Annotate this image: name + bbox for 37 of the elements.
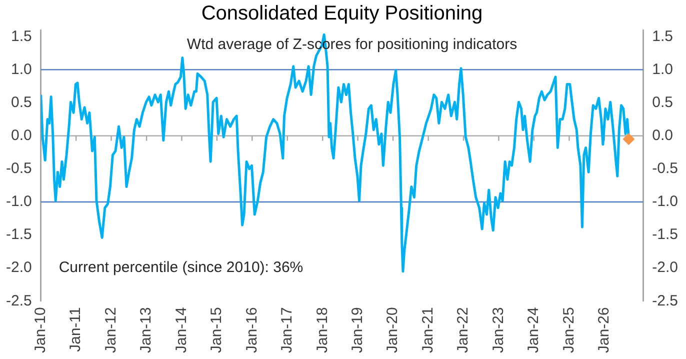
x-tick-label: Jan-15 [208,307,226,354]
y2-tick-label: -0.5 [652,160,678,178]
y-tick-label: 0.0 [10,126,32,144]
y-tick-label: 0.5 [10,94,32,111]
x-tick-label: Jan-14 [172,307,190,354]
y2-tick-label: 0.0 [652,126,674,144]
annotation: Current percentile (since 2010): 36% [58,259,304,276]
x-tick-label: Jan-21 [419,307,436,354]
x-tick-label: Jan-17 [278,307,296,354]
y-tick-label: -1.5 [6,226,32,244]
y2-tick-label: 0.5 [652,94,674,111]
x-tick-label: Jan-24 [525,307,542,354]
y-tick-label: -2.0 [6,259,32,276]
y-tick-label: 1.5 [10,28,32,45]
x-tick-label: Jan-16 [243,307,260,354]
x-tick-label: Jan-22 [454,307,472,354]
y2-tick-label: 1.0 [652,60,674,78]
y2-tick-label: -1.0 [652,193,678,210]
x-tick-label: Jan-18 [314,307,331,354]
y-tick-label: -0.5 [6,160,32,178]
x-tick-label: Jan-10 [32,307,49,354]
chart-title: Consolidated Equity Positioning [201,2,483,25]
x-tick-label: Jan-11 [67,307,84,352]
y2-tick-label: -2.5 [652,292,678,310]
x-tick-label: Jan-25 [560,307,578,354]
y2-tick-label: -2.0 [652,259,678,276]
x-tick-label: Jan-26 [596,307,613,354]
y-tick-label: 1.0 [10,60,32,78]
x-tick-label: Jan-12 [102,307,120,354]
y2-tick-label: 1.5 [652,28,674,45]
y-tick-label: -1.0 [6,193,32,210]
x-tick-label: Jan-13 [138,307,155,354]
x-tick-label: Jan-20 [384,307,402,354]
x-tick-label: Jan-19 [348,307,366,354]
y-tick-label: -2.5 [6,292,32,310]
y2-tick-label: -1.5 [652,226,678,244]
x-tick-label: Jan-23 [490,307,507,354]
